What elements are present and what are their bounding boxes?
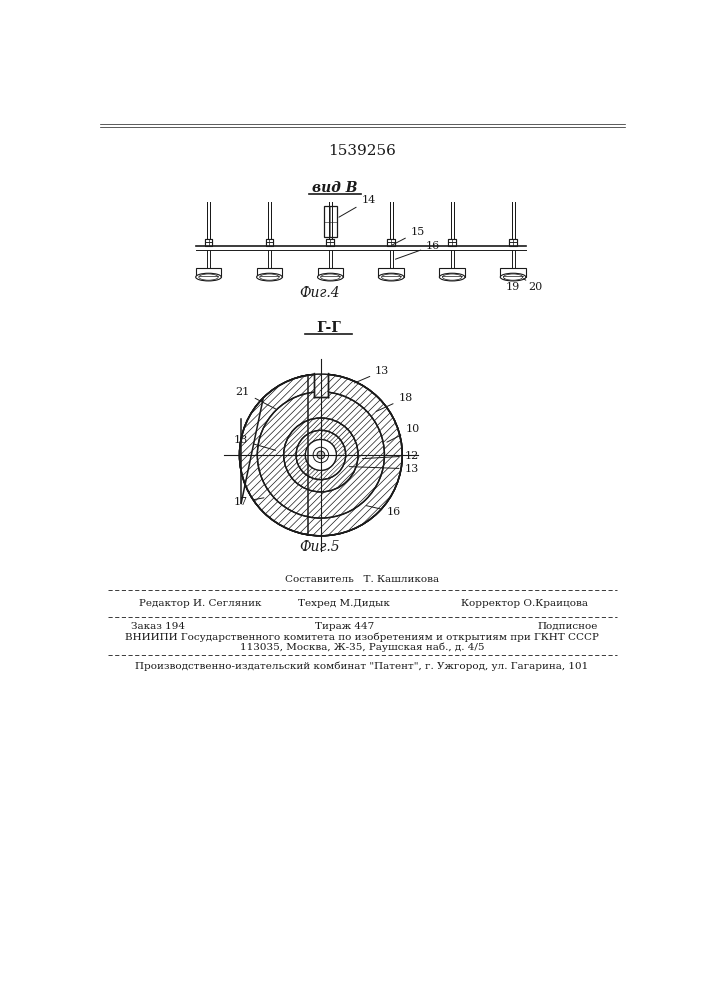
Ellipse shape — [257, 273, 282, 281]
Ellipse shape — [196, 273, 221, 281]
Circle shape — [305, 440, 337, 470]
Text: 19: 19 — [504, 279, 520, 292]
Circle shape — [305, 440, 337, 470]
Text: Заказ 194: Заказ 194 — [131, 622, 185, 631]
Text: 16: 16 — [366, 506, 401, 517]
Text: 14: 14 — [339, 195, 375, 217]
Text: 17: 17 — [234, 497, 264, 507]
Bar — [317, 268, 343, 277]
Bar — [266, 239, 274, 246]
Bar — [448, 239, 456, 246]
Bar — [257, 268, 282, 277]
Circle shape — [240, 374, 402, 536]
Text: ВНИИПИ Государственного комитета по изобретениям и открытиям при ГКНТ СССР: ВНИИПИ Государственного комитета по изоб… — [125, 633, 599, 642]
Text: 10: 10 — [387, 424, 421, 442]
Bar — [501, 268, 526, 277]
Ellipse shape — [439, 273, 465, 281]
Bar — [196, 268, 221, 277]
Text: 15: 15 — [392, 227, 425, 245]
Text: Подписное: Подписное — [538, 622, 598, 631]
Text: 20: 20 — [524, 279, 543, 292]
Bar — [204, 239, 212, 246]
Bar — [266, 239, 274, 246]
Text: Техред М.Дидык: Техред М.Дидык — [298, 599, 390, 608]
Text: 1539256: 1539256 — [328, 144, 396, 158]
Bar — [327, 239, 334, 246]
Bar — [314, 370, 328, 397]
Bar — [448, 239, 456, 246]
Text: Редактор И. Сегляник: Редактор И. Сегляник — [139, 599, 262, 608]
Bar — [439, 268, 465, 277]
Circle shape — [284, 418, 358, 492]
Text: Г-Г: Г-Г — [316, 321, 341, 335]
Text: вид В: вид В — [312, 181, 358, 195]
Bar — [509, 239, 517, 246]
Bar — [387, 239, 395, 246]
Text: 13: 13 — [354, 366, 390, 383]
Text: 16: 16 — [395, 241, 440, 259]
Bar — [378, 268, 404, 277]
Circle shape — [240, 374, 402, 536]
Text: Тираж 447: Тираж 447 — [315, 622, 374, 631]
Circle shape — [296, 430, 346, 480]
Bar — [509, 239, 517, 246]
Bar — [314, 366, 328, 397]
Text: Составитель   Т. Кашликова: Составитель Т. Кашликова — [285, 575, 439, 584]
Text: 18: 18 — [234, 435, 276, 450]
Circle shape — [317, 451, 325, 459]
Ellipse shape — [317, 273, 343, 281]
Text: Фиг.5: Фиг.5 — [299, 540, 339, 554]
Text: Корректор О.Краицова: Корректор О.Краицова — [461, 599, 588, 608]
Bar — [387, 239, 395, 246]
Text: 21: 21 — [235, 387, 276, 409]
Text: 18: 18 — [376, 393, 413, 411]
Circle shape — [257, 392, 385, 518]
Bar — [327, 239, 334, 246]
Ellipse shape — [378, 273, 404, 281]
Text: 12: 12 — [363, 451, 419, 461]
Bar — [204, 239, 212, 246]
Text: 113035, Москва, Ж-35, Раушская наб., д. 4/5: 113035, Москва, Ж-35, Раушская наб., д. … — [240, 643, 484, 652]
Text: Фиг.4: Фиг.4 — [299, 286, 339, 300]
Text: 13: 13 — [349, 464, 419, 474]
Text: Производственно-издательский комбинат "Патент", г. Ужгород, ул. Гагарина, 101: Производственно-издательский комбинат "П… — [135, 662, 588, 671]
Ellipse shape — [501, 273, 526, 281]
Bar — [324, 206, 337, 237]
Circle shape — [313, 447, 329, 463]
